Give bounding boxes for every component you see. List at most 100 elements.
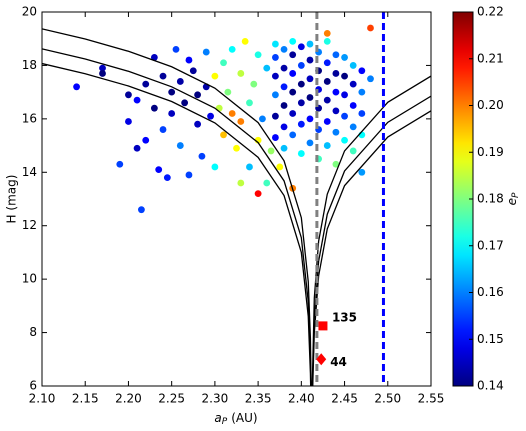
curve (42, 48, 431, 386)
point (150, 54, 158, 61)
point (297, 150, 305, 157)
point (272, 91, 279, 99)
point (332, 128, 340, 136)
colorbar-tick-label: 0.22 (477, 5, 504, 19)
point (176, 78, 184, 85)
point (125, 91, 132, 99)
point (323, 96, 331, 104)
x-tick-label: 2.30 (202, 392, 229, 406)
point (198, 152, 206, 160)
point (297, 43, 305, 51)
point (289, 70, 297, 77)
point (207, 112, 214, 120)
point (341, 54, 348, 61)
point (297, 62, 305, 69)
x-tick-label: 2.25 (158, 392, 185, 406)
point (237, 70, 245, 77)
point (133, 144, 141, 152)
point (237, 118, 245, 125)
point (367, 75, 374, 83)
point (341, 91, 348, 99)
point (272, 54, 279, 61)
x-tick-label: 2.40 (288, 392, 315, 406)
point (297, 80, 305, 88)
point (349, 62, 357, 69)
point (306, 115, 314, 123)
point (254, 190, 262, 198)
point (306, 56, 314, 64)
point (272, 72, 279, 80)
y-tick-label: 14 (22, 165, 37, 179)
y-tick-label: 16 (22, 111, 37, 125)
point (241, 37, 249, 45)
colorbar-tick-label: 0.15 (477, 332, 504, 346)
point (349, 147, 357, 155)
point (332, 107, 340, 115)
point (155, 166, 163, 174)
point (185, 56, 193, 64)
point (194, 120, 202, 128)
point (259, 115, 266, 123)
colorbar-label: eP (505, 192, 521, 205)
point (280, 46, 288, 53)
point (289, 51, 297, 59)
x-tick-label: 2.45 (331, 392, 358, 406)
point (276, 163, 284, 171)
x-tick-label: 2.55 (418, 392, 445, 406)
y-tick-label: 20 (22, 5, 37, 19)
x-tick-label: 2.35 (245, 392, 272, 406)
point (280, 144, 288, 152)
point (289, 37, 297, 45)
point (228, 110, 236, 117)
point (254, 51, 262, 59)
curve (42, 28, 431, 386)
colorbar-tick-label: 0.16 (477, 285, 504, 299)
x-tick-label: 2.10 (29, 392, 56, 406)
point (323, 37, 331, 45)
point (233, 144, 240, 152)
y-tick-label: 18 (22, 58, 37, 72)
point (306, 94, 314, 101)
point (176, 142, 184, 149)
y-tick-label: 6 (29, 379, 37, 393)
point (332, 70, 340, 77)
point (116, 160, 124, 168)
c-label-symbol: e (505, 198, 519, 205)
point (181, 99, 189, 107)
point (168, 88, 176, 96)
point (323, 29, 331, 37)
y-tick-label: 12 (22, 218, 37, 232)
point (332, 88, 340, 96)
point (272, 112, 279, 120)
y-tick-label: 10 (22, 272, 37, 286)
point (99, 64, 106, 72)
point (159, 72, 167, 80)
point (159, 126, 167, 133)
point (297, 120, 305, 128)
curve (42, 62, 431, 386)
point (125, 118, 132, 125)
point (220, 131, 227, 139)
x-label-unit: (AU) (231, 411, 257, 425)
colorbar-tick-label: 0.21 (477, 51, 504, 65)
point (323, 59, 331, 67)
point (306, 40, 314, 48)
point (289, 110, 297, 117)
point (99, 70, 106, 77)
point (172, 46, 180, 53)
point (133, 96, 141, 104)
point (263, 64, 271, 72)
point (211, 163, 219, 171)
point (323, 118, 331, 125)
point (142, 80, 150, 88)
point (267, 147, 275, 155)
point (272, 134, 279, 141)
point (142, 136, 150, 144)
plot-area (42, 12, 431, 386)
point (73, 83, 80, 91)
point (358, 168, 366, 176)
point (163, 174, 171, 182)
point (349, 80, 357, 88)
point (341, 72, 348, 80)
